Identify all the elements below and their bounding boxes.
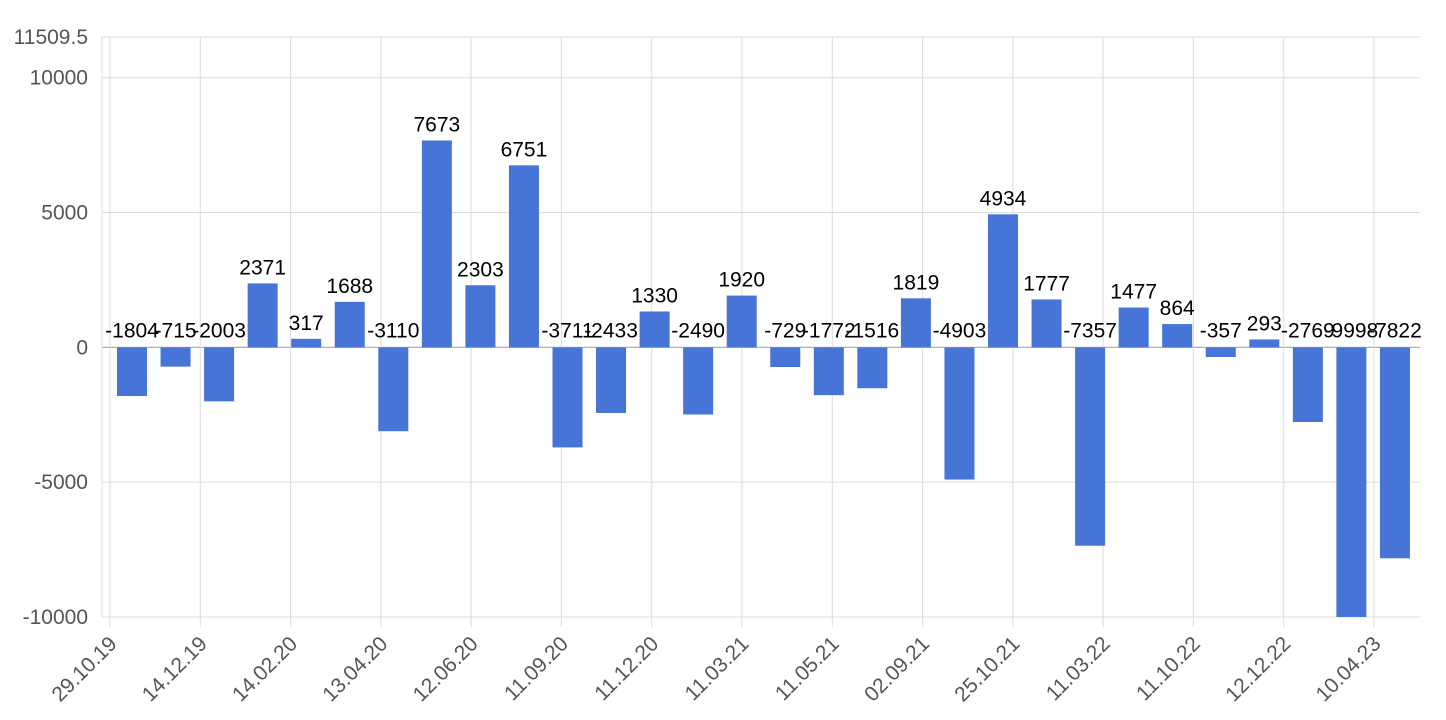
bar: [247, 283, 278, 348]
data-label: -1516: [845, 319, 899, 342]
bar: [334, 301, 365, 348]
x-tick-label: 11.03.22: [1042, 632, 1115, 705]
bar: [1205, 347, 1236, 357]
bar: [117, 347, 147, 396]
x-tick-label: 02.09.21: [860, 632, 934, 706]
bar: [857, 347, 888, 389]
data-label: -3110: [367, 319, 419, 342]
data-label: 1819: [893, 271, 940, 294]
data-label: -4903: [933, 319, 987, 342]
data-label: 1477: [1110, 281, 1157, 304]
data-label: 1920: [718, 269, 765, 292]
data-label: -715: [155, 319, 197, 342]
data-label: -357: [1200, 319, 1242, 342]
bar: [813, 347, 844, 396]
x-tick-label: 11.05.21: [771, 632, 844, 705]
bar: [1031, 299, 1062, 348]
data-label: 4934: [980, 187, 1027, 210]
bar: [726, 295, 757, 348]
data-label: 2371: [239, 256, 286, 279]
x-tick-label: 11.10.22: [1132, 632, 1205, 705]
x-tick-label: 29.10.19: [47, 632, 121, 706]
x-tick-label: 10.04.23: [1311, 632, 1385, 706]
y-tick-label: -5000: [34, 471, 88, 494]
data-label: 7673: [413, 113, 460, 136]
bar: [988, 214, 1018, 348]
bar: [508, 165, 539, 348]
bar: [1075, 347, 1106, 546]
data-label: 317: [289, 312, 324, 335]
data-label: 864: [1160, 297, 1195, 320]
bar: [204, 347, 235, 402]
data-label: 293: [1247, 312, 1282, 335]
bar: [1118, 307, 1149, 348]
y-tick-label: 5000: [41, 202, 88, 225]
bar: [770, 347, 801, 368]
x-tick-label: 14.12.19: [138, 632, 212, 706]
y-tick-label: 10000: [30, 67, 88, 90]
bar: [596, 347, 627, 413]
data-label: -729: [764, 319, 806, 342]
data-label: -3711: [541, 319, 593, 342]
bar: [160, 347, 191, 367]
bar: [465, 285, 496, 348]
bar: [421, 140, 452, 348]
x-tick-label: 25.10.21: [950, 632, 1024, 706]
bar: [944, 347, 975, 480]
data-label: 2303: [457, 258, 504, 281]
x-tick-label: 11.09.20: [500, 632, 573, 705]
data-label: -2490: [671, 319, 725, 342]
bar: [1249, 339, 1280, 348]
y-tick-label: 0: [76, 336, 88, 359]
x-tick-label: 11.03.21: [681, 632, 754, 705]
bar: [291, 338, 322, 348]
bar: [1379, 347, 1410, 559]
data-label: -1772: [802, 319, 856, 342]
data-label: 6751: [501, 138, 548, 161]
bar: [1336, 347, 1367, 617]
x-tick-label: 12.12.22: [1221, 632, 1295, 706]
x-tick-label: 12.06.20: [409, 632, 483, 706]
bar: [1292, 347, 1323, 423]
bar: [683, 347, 714, 415]
bar: [639, 311, 670, 348]
x-tick-label: 14.02.20: [228, 632, 302, 706]
bar: [1162, 324, 1193, 348]
data-label: -7822: [1368, 319, 1422, 342]
bar: [552, 347, 583, 448]
data-label: -9998: [1325, 319, 1379, 342]
data-label: -1804: [105, 319, 159, 342]
bar: [378, 347, 409, 432]
x-tick-label: 11.12.20: [590, 632, 663, 705]
data-label: -2003: [192, 319, 246, 342]
data-label: 1330: [631, 284, 678, 307]
data-label: -2433: [584, 319, 638, 342]
data-label: -2769: [1281, 319, 1335, 342]
y-tick-label: -10000: [23, 606, 88, 629]
data-label: 1777: [1023, 272, 1070, 295]
y-tick-label: 11509.5: [14, 26, 88, 49]
x-tick-label: 13.04.20: [318, 632, 392, 706]
data-label: -7357: [1063, 319, 1117, 342]
bar: [900, 298, 931, 348]
data-label: 1688: [326, 275, 373, 298]
